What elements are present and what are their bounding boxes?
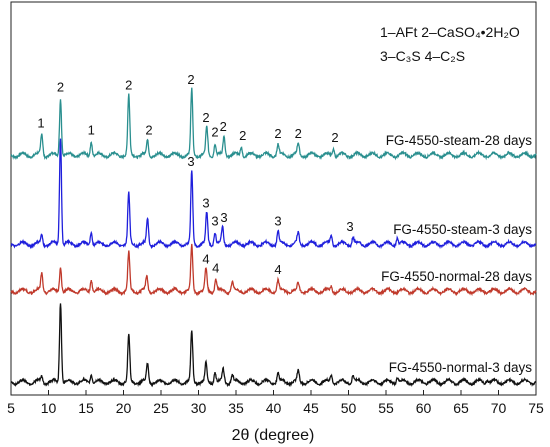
x-tick-label: 65 [453,400,469,416]
trace-fg-4550-normal-3-days [10,303,537,388]
peak-label: 3 [187,154,194,169]
x-tick-label: 45 [303,400,319,416]
trace-fg-4550-steam-3-days [10,138,537,250]
peak-label: 2 [145,123,152,138]
x-tick-label: 5 [7,400,15,416]
x-tick-label: 40 [266,400,282,416]
x-tick-label: 75 [528,400,544,416]
peak-label: 4 [202,251,209,266]
peak-label: 3 [346,219,353,234]
x-tick-label: 10 [41,400,57,416]
series-label: FG-4550-normal-28 days [381,269,532,284]
x-axis-ticks: 5 10 15 20 25 30 35 40 45 50 55 60 65 70 75 [7,390,544,416]
trace-fg-4550-steam-28-days [10,87,537,161]
x-tick-label: 30 [191,400,207,416]
peak-label: 2 [239,128,246,143]
peak-label: 3 [274,213,281,228]
peak-label: 2 [125,78,132,93]
series-labels: FG-4550-steam-28 days FG-4550-steam-3 day… [381,133,532,375]
peak-label: 3 [202,195,209,210]
peak-label: 2 [295,126,302,141]
x-tick-label: 20 [116,400,132,416]
peak-label: 4 [274,262,281,277]
x-tick-label: 55 [378,400,394,416]
series-label: FG-4550-steam-28 days [386,133,533,148]
x-tick-label: 35 [228,400,244,416]
trace-fg-4550-normal-28-days [10,243,537,297]
peak-label: 4 [212,260,219,275]
x-tick-label: 60 [416,400,432,416]
peak-label: 2 [187,72,194,87]
peak-label: 3 [220,210,227,225]
peak-label: 2 [274,126,281,141]
legend-line-2: 3–C₃S 4–C₂S [380,48,465,64]
peak-label: 2 [57,79,64,94]
x-tick-label: 15 [78,400,94,416]
peak-label: 2 [331,130,338,145]
x-tick-label: 70 [491,400,507,416]
x-axis-label: 2θ (degree) [232,427,315,444]
peak-label: 2 [211,124,218,139]
peak-label: 1 [88,123,95,138]
series-label: FG-4550-steam-3 days [393,222,532,237]
peak-label: 2 [220,119,227,134]
traces [10,87,537,388]
series-label: FG-4550-normal-3 days [389,360,533,375]
x-tick-label: 50 [341,400,357,416]
peak-label: 2 [202,110,209,125]
peak-label: 1 [37,115,44,130]
peak-label: 3 [211,213,218,228]
legend-line-1: 1–AFt 2–CaSO₄•2H₂O [380,24,520,40]
x-tick-label: 25 [153,400,169,416]
